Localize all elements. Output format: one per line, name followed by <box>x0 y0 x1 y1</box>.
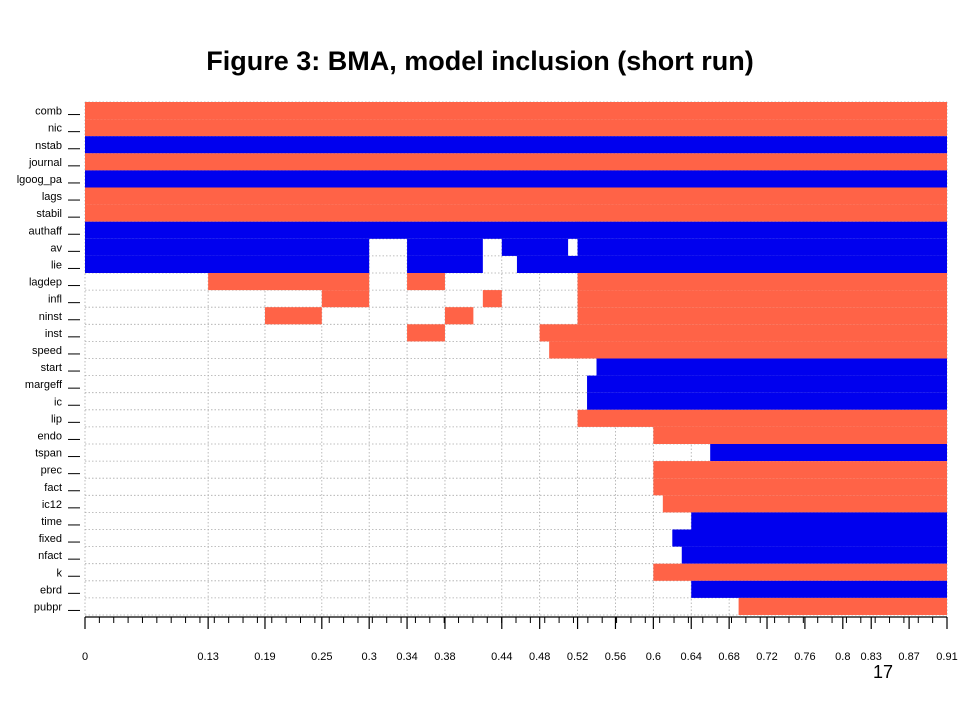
cell-nstab-0 <box>85 136 947 154</box>
row-label-margeff: margeff <box>25 379 63 391</box>
x-tick-label-6: 0.38 <box>434 651 455 663</box>
cell-fixed-0 <box>672 529 947 547</box>
row-label-prec: prec <box>41 465 63 477</box>
row-label-stabil: stabil <box>36 208 62 220</box>
x-tick-label-3: 0.25 <box>311 651 332 663</box>
cell-time-0 <box>691 512 947 530</box>
x-tick-label-17: 0.83 <box>861 651 882 663</box>
cell-stabil-0 <box>85 204 947 222</box>
cell-lagdep-2 <box>577 273 947 291</box>
x-tick-label-4: 0.3 <box>362 651 377 663</box>
cell-ebrd-0 <box>691 580 947 598</box>
x-tick-label-19: 0.91 <box>936 651 957 663</box>
cell-lie-1 <box>407 255 483 273</box>
cell-pubpr-0 <box>738 597 947 615</box>
cell-nfact-0 <box>681 546 947 564</box>
cell-comb-0 <box>85 102 947 120</box>
cell-ninst-1 <box>444 307 474 325</box>
row-label-authaff: authaff <box>29 225 63 237</box>
cell-fact-0 <box>653 478 947 496</box>
row-label-lagdep: lagdep <box>29 277 62 289</box>
x-tick-label-14: 0.72 <box>756 651 777 663</box>
row-label-infl: infl <box>48 294 62 306</box>
cell-av-3 <box>577 238 947 256</box>
row-label-journal: journal <box>28 157 62 169</box>
x-tick-label-13: 0.68 <box>718 651 739 663</box>
row-label-comb: comb <box>35 106 62 118</box>
row-label-nic: nic <box>48 123 63 135</box>
x-tick-label-8: 0.48 <box>529 651 550 663</box>
row-label-k: k <box>57 567 63 579</box>
cell-k-0 <box>653 563 947 581</box>
cell-speed-0 <box>549 341 947 359</box>
cell-tspan-0 <box>710 444 947 462</box>
x-tick-label-15: 0.76 <box>794 651 815 663</box>
cell-av-2 <box>501 238 569 256</box>
row-label-av: av <box>50 242 62 254</box>
row-label-fixed: fixed <box>39 533 62 545</box>
x-tick-label-12: 0.64 <box>681 651 702 663</box>
cell-inst-0 <box>407 324 445 342</box>
x-tick-label-7: 0.44 <box>491 651 512 663</box>
x-tick-label-5: 0.34 <box>396 651 417 663</box>
cell-lagdep-1 <box>407 273 445 291</box>
row-label-lie: lie <box>51 259 62 271</box>
cell-prec-0 <box>653 461 947 479</box>
cell-authaff-0 <box>85 221 947 239</box>
row-label-endo: endo <box>38 430 62 442</box>
cell-lgoog_pa-0 <box>85 170 947 188</box>
row-label-ic: ic <box>54 396 62 408</box>
cell-ninst-0 <box>264 307 322 325</box>
row-label-fact: fact <box>44 482 62 494</box>
cell-endo-0 <box>653 426 947 444</box>
cell-lie-2 <box>516 255 947 273</box>
x-tick-label-2: 0.19 <box>254 651 275 663</box>
row-label-speed: speed <box>32 345 62 357</box>
row-label-lags: lags <box>42 191 63 203</box>
row-label-time: time <box>41 516 62 528</box>
cell-infl-2 <box>577 290 947 308</box>
cell-lie-0 <box>85 255 370 273</box>
row-label-ebrd: ebrd <box>40 584 62 596</box>
cell-layer <box>85 102 947 615</box>
cell-lags-0 <box>85 187 947 205</box>
page-number: 17 <box>873 662 894 682</box>
row-label-lip: lip <box>51 413 62 425</box>
cell-lagdep-0 <box>208 273 370 291</box>
x-tick-label-18: 0.87 <box>898 651 919 663</box>
cell-av-1 <box>407 238 483 256</box>
x-axis: 0 0.13 0.19 0.25 0.3 0.34 0.38 0.44 0.48 0.52 0.56… <box>82 616 958 663</box>
x-tick-label-1: 0.13 <box>197 651 218 663</box>
x-tick-label-9: 0.52 <box>567 651 588 663</box>
row-label-lgoog_pa: lgoog_pa <box>17 174 63 186</box>
row-label-start: start <box>41 362 62 374</box>
x-tick-label-11: 0.6 <box>646 651 661 663</box>
cell-journal-0 <box>85 153 947 171</box>
cell-ic-0 <box>587 392 947 410</box>
x-tick-label-10: 0.56 <box>605 651 626 663</box>
cell-inst-1 <box>539 324 947 342</box>
row-label-ic12: ic12 <box>42 499 62 511</box>
row-label-tspan: tspan <box>35 448 62 460</box>
row-label-nfact: nfact <box>38 550 62 562</box>
x-tick-label-16: 0.8 <box>835 651 850 663</box>
x-tick-label-0: 0 <box>82 651 88 663</box>
row-label-ninst: ninst <box>39 311 62 323</box>
cell-start-0 <box>596 358 947 376</box>
cell-infl-1 <box>482 290 502 308</box>
cell-lip-0 <box>577 409 947 427</box>
row-label-nstab: nstab <box>35 140 62 152</box>
cell-infl-0 <box>321 290 370 308</box>
cell-ninst-2 <box>577 307 947 325</box>
cell-margeff-0 <box>587 375 947 393</box>
row-label-pubpr: pubpr <box>34 601 62 613</box>
row-label-inst: inst <box>45 328 62 340</box>
cell-ic12-0 <box>662 495 947 513</box>
cell-nic-0 <box>85 119 947 137</box>
cell-av-0 <box>85 238 370 256</box>
chart-title: Figure 3: BMA, model inclusion (short ru… <box>206 46 754 76</box>
